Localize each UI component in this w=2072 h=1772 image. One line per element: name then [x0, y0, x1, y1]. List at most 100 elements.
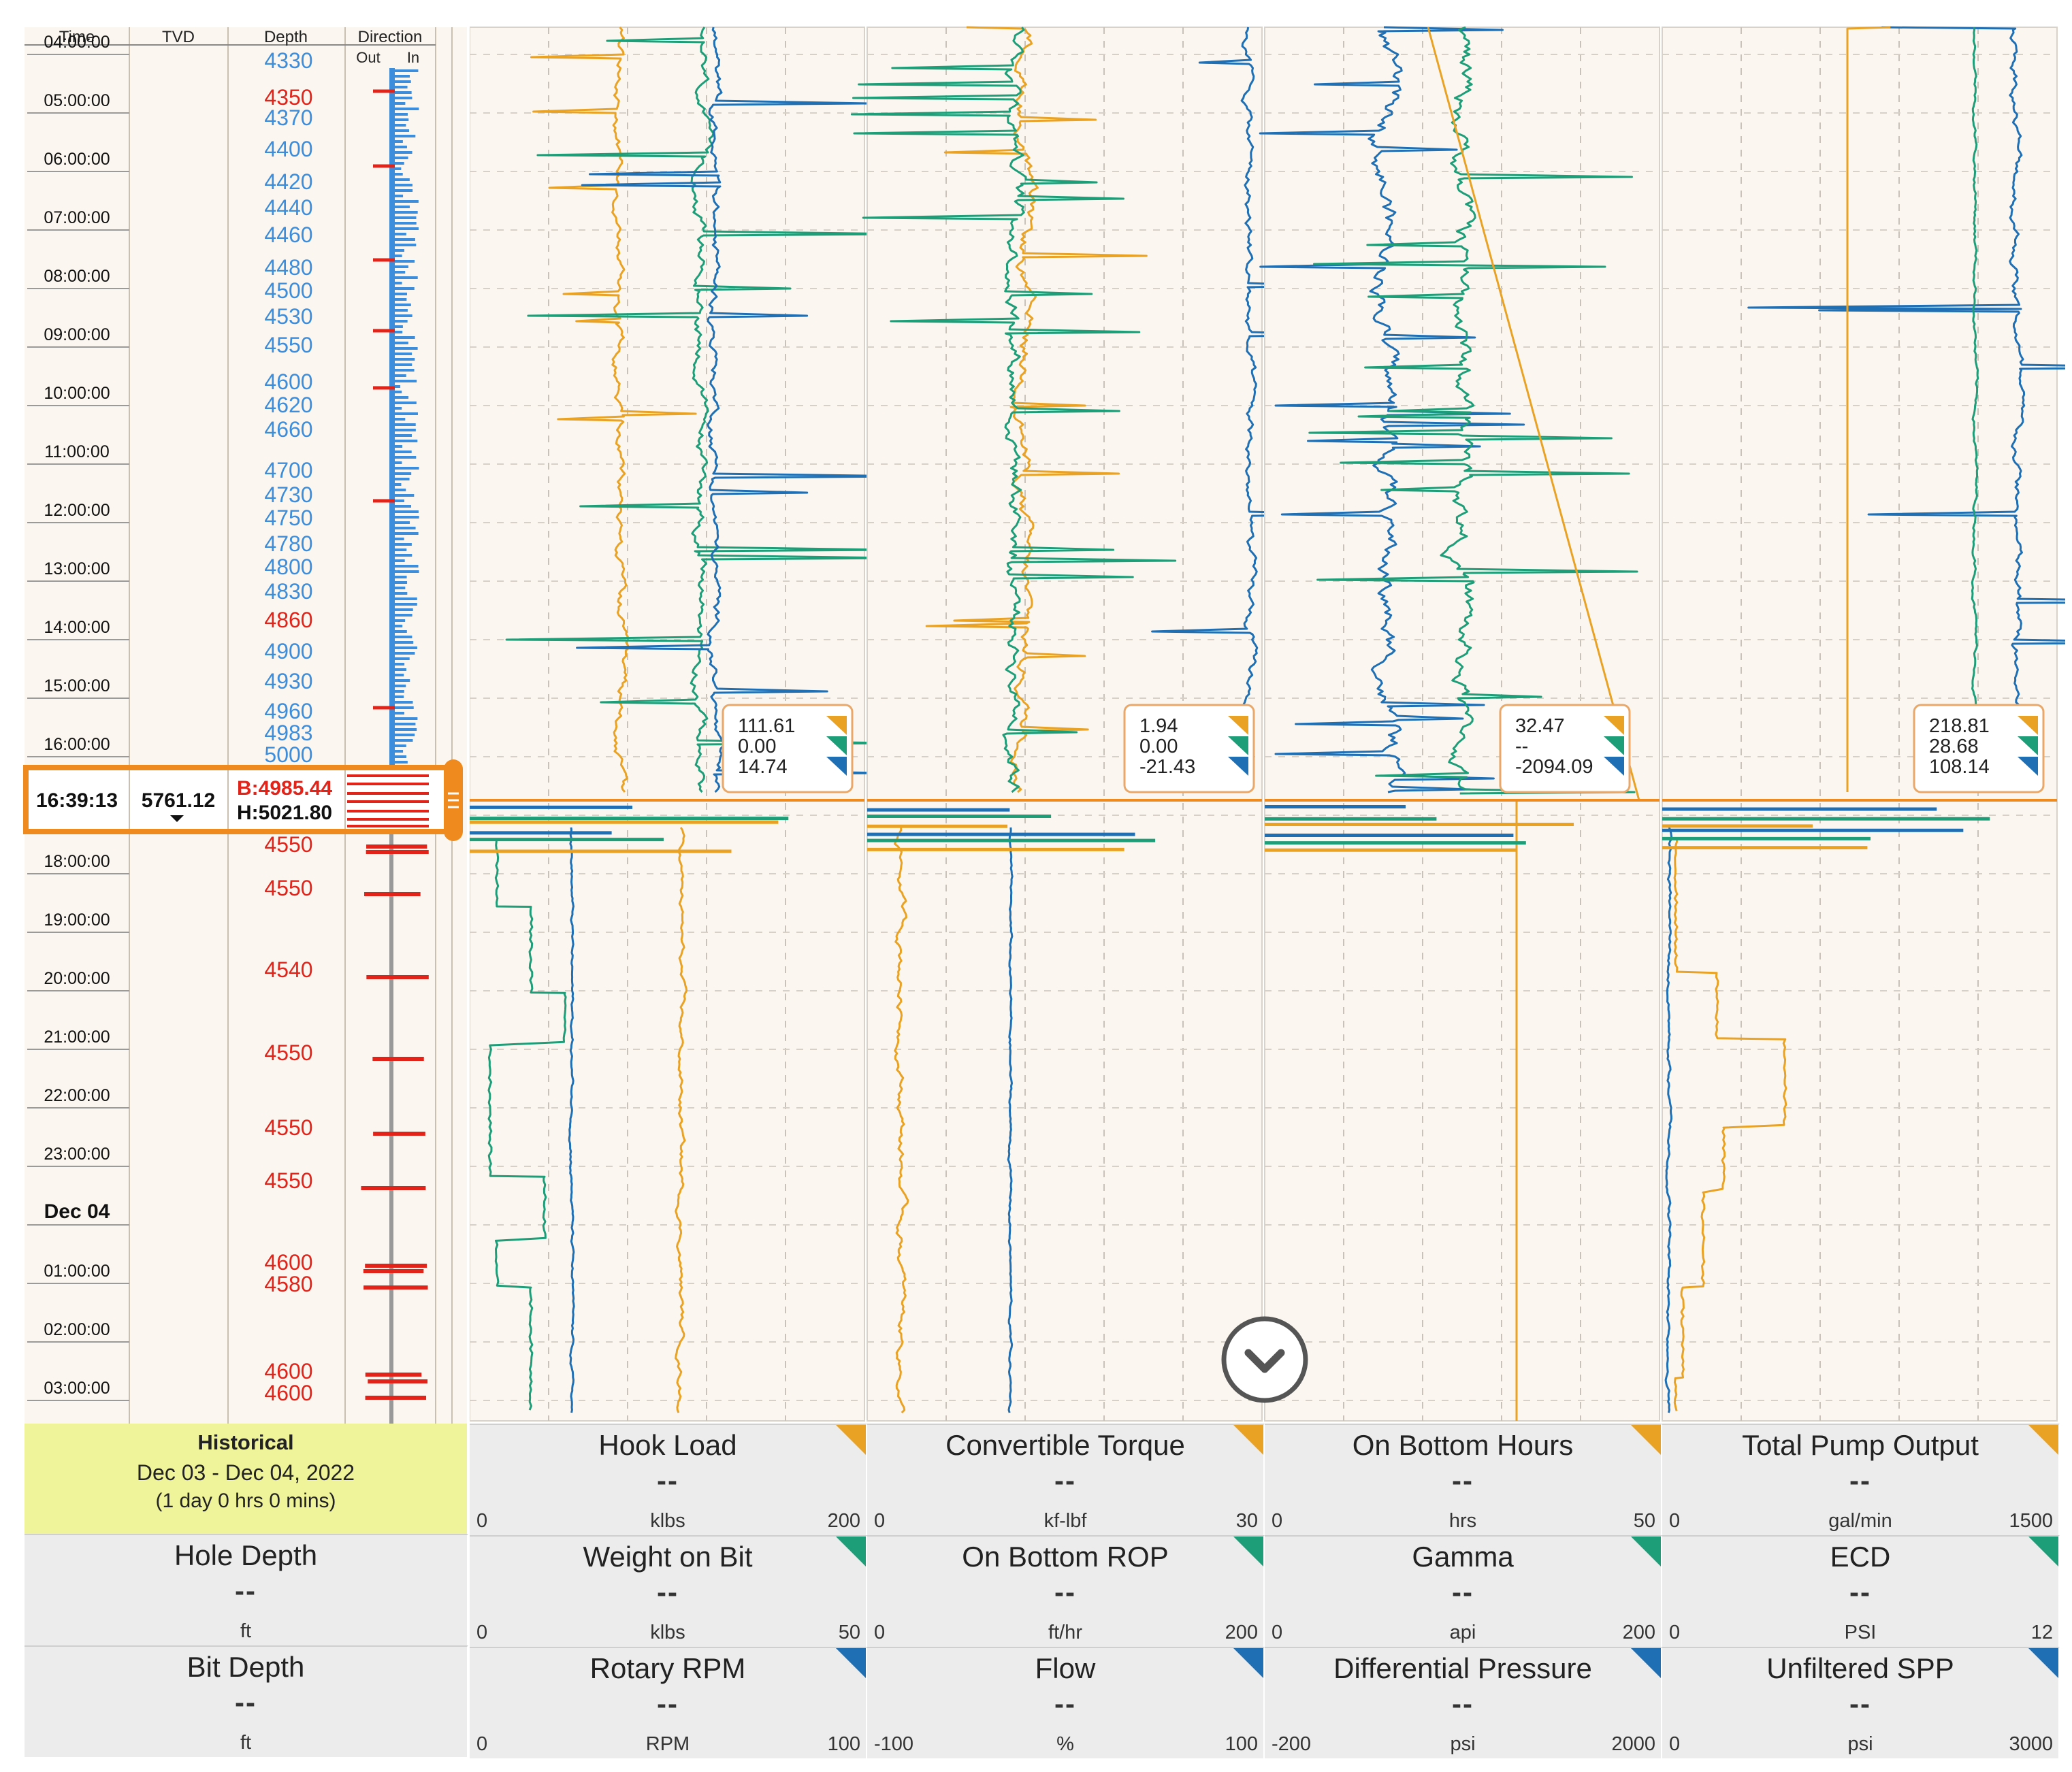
series-color-icon — [836, 1425, 866, 1455]
series-line — [530, 27, 697, 793]
parameter-value: -- — [1054, 1464, 1076, 1496]
parameter-value: -- — [657, 1688, 679, 1720]
log-track-3[interactable]: 32.47---2094.09 — [1259, 26, 1660, 1422]
series-color-icon — [1631, 1537, 1661, 1566]
parameter-box[interactable]: Unfiltered SPP -- psi 0 3000 — [1662, 1647, 2060, 1758]
tooltip-value: 218.81 — [1929, 715, 1990, 737]
depth-label: 4620 — [264, 393, 312, 417]
range-min: 0 — [874, 1622, 886, 1643]
parameter-box[interactable]: Convertible Torque -- kf-lbf 0 30 — [867, 1424, 1265, 1535]
tooltip-value: 1.94 — [1139, 715, 1178, 737]
time-label: 12:00:00 — [44, 501, 110, 520]
depth-label: 4420 — [264, 169, 312, 194]
parameter-box[interactable]: On Bottom ROP -- ft/hr 0 200 — [867, 1535, 1265, 1647]
parameter-title: Hook Load — [598, 1429, 737, 1461]
depth-label: 4660 — [264, 417, 312, 442]
depth-label: 4730 — [264, 482, 312, 507]
header-in: In — [407, 49, 419, 66]
tooltip-value: -2094.09 — [1515, 756, 1593, 778]
parameter-box[interactable]: Bit Depth -- ft — [25, 1645, 468, 1757]
series-marker-icon — [2018, 757, 2038, 776]
parameter-unit: RPM — [645, 1733, 690, 1755]
parameter-unit: kf-lbf — [1043, 1510, 1087, 1532]
time-label: Dec 04 — [44, 1200, 110, 1223]
parameter-title: Convertible Torque — [945, 1429, 1185, 1461]
parameter-box[interactable]: On Bottom Hours -- hrs 0 50 — [1265, 1424, 1662, 1535]
tvd-dropdown-icon[interactable] — [170, 815, 184, 822]
series-color-icon — [836, 1648, 866, 1678]
range-min: 0 — [1272, 1622, 1283, 1643]
series-marker-icon — [1604, 736, 1624, 755]
parameter-box[interactable]: ECD -- PSI 0 12 — [1662, 1535, 2060, 1647]
parameter-box[interactable]: Rotary RPM -- RPM 0 100 — [470, 1647, 867, 1758]
series-line — [893, 827, 909, 1414]
parameter-unit: klbs — [650, 1510, 685, 1532]
parameter-box[interactable]: Gamma -- api 0 200 — [1265, 1535, 1662, 1647]
series-line — [925, 26, 1148, 793]
parameter-value: -- — [1452, 1576, 1474, 1608]
range-max: 50 — [838, 1622, 860, 1643]
left-log-panel: Time TVD Depth Direction Out In 04:00:00… — [23, 27, 467, 1424]
time-label: 06:00:00 — [44, 150, 110, 169]
depth-label: 4530 — [264, 304, 312, 329]
depth-label: 4440 — [264, 195, 312, 220]
series-color-icon — [1631, 1648, 1661, 1678]
series-marker-icon — [1228, 736, 1248, 755]
historical-range: Dec 03 - Dec 04, 2022 — [136, 1460, 355, 1485]
range-min: -100 — [874, 1733, 914, 1755]
parameter-title: Flow — [1035, 1652, 1096, 1684]
range-min: 0 — [476, 1510, 488, 1532]
cursor-tooltip: 1.940.00-21.43 — [1123, 704, 1255, 793]
depth-label: 4600 — [264, 1250, 312, 1275]
parameter-title: Rotary RPM — [589, 1652, 746, 1684]
series-line — [850, 27, 1177, 793]
series-marker-icon — [2018, 736, 2038, 755]
parameter-box[interactable]: Flow --% -100 100 — [867, 1647, 1265, 1758]
depth-label: 4700 — [264, 458, 312, 482]
series-color-icon — [1631, 1425, 1661, 1455]
depth-label: 4860 — [264, 608, 312, 632]
tooltip-value: 108.14 — [1929, 756, 1990, 778]
parameter-unit: psi — [1847, 1733, 1873, 1755]
time-label: 14:00:00 — [44, 618, 110, 637]
parameter-box[interactable]: Differential Pressure -- psi -200 2000 — [1265, 1647, 1662, 1758]
parameter-unit: % — [1056, 1733, 1074, 1755]
depth-label: 4960 — [264, 699, 312, 723]
cursor-hole-depth: H:5021.80 — [237, 802, 332, 824]
range-min: 0 — [874, 1510, 886, 1532]
range-min: 0 — [1272, 1510, 1283, 1532]
parameter-title: Total Pump Output — [1742, 1429, 1979, 1461]
parameter-box[interactable]: Total Pump Output -- gal/min 0 1500 — [1662, 1424, 2060, 1535]
depth-label: 4540 — [264, 957, 312, 982]
parameter-title: Gamma — [1412, 1541, 1514, 1573]
depth-label: 4550 — [264, 1115, 312, 1140]
chevron-down-icon — [1244, 1349, 1285, 1373]
time-label: 01:00:00 — [44, 1262, 110, 1281]
parameter-value: -- — [657, 1464, 679, 1496]
parameter-box[interactable]: Hook Load -- klbs 0 200 — [470, 1424, 867, 1535]
parameter-box[interactable]: Weight on Bit -- klbs 0 50 — [470, 1535, 867, 1647]
parameter-box[interactable]: Hole Depth -- ft — [25, 1534, 468, 1645]
depth-label: 4780 — [264, 531, 312, 556]
depth-label: 4550 — [264, 876, 312, 900]
parameter-title: Unfiltered SPP — [1766, 1652, 1954, 1684]
parameter-value: -- — [235, 1686, 257, 1718]
log-track-2[interactable]: 1.940.00-21.43 — [850, 26, 1357, 1422]
depth-label: 4830 — [264, 579, 312, 604]
header-direction: Direction — [358, 28, 423, 46]
series-color-icon — [2028, 1537, 2058, 1566]
parameter-unit: PSI — [1844, 1622, 1877, 1643]
parameter-unit: psi — [1450, 1733, 1476, 1755]
parameter-unit: klbs — [650, 1622, 685, 1643]
historical-box[interactable]: Historical Dec 03 - Dec 04, 2022 (1 day … — [25, 1424, 467, 1534]
depth-label: 4330 — [264, 48, 312, 73]
range-max: 100 — [827, 1733, 860, 1755]
time-label: 21:00:00 — [44, 1028, 110, 1047]
time-label: 18:00:00 — [44, 852, 110, 871]
scroll-down-button[interactable] — [1217, 1312, 1312, 1407]
depth-label: 4350 — [264, 85, 312, 110]
parameter-unit: ft — [240, 1732, 252, 1754]
